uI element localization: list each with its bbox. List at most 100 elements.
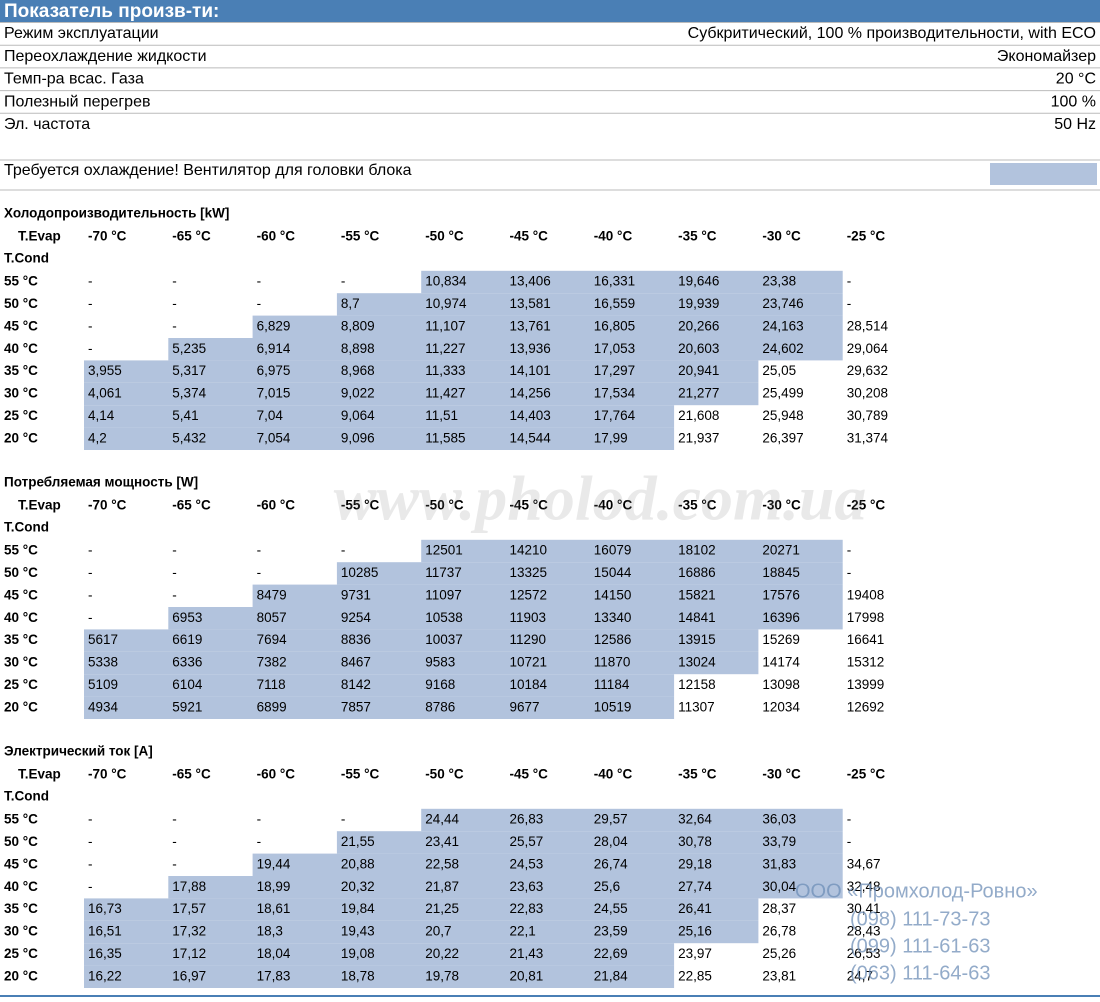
shaded-cells: [84, 382, 759, 406]
cell: 9254: [341, 610, 372, 625]
param-value: 20 °C: [1056, 71, 1096, 88]
cell: 13024: [678, 655, 716, 670]
cell: -: [88, 834, 93, 849]
cell: -: [847, 274, 852, 289]
cell: 10184: [510, 677, 548, 692]
watermark-company: ООО «Промхолод-Ровно»: [795, 880, 1038, 902]
cell: -: [341, 543, 346, 558]
cell: 7,04: [257, 408, 284, 423]
row-header: 30 °C: [4, 655, 38, 670]
cell: 13,581: [510, 296, 551, 311]
cell: 16,805: [594, 318, 635, 333]
shaded-cells: [84, 427, 675, 450]
cell: -: [847, 812, 852, 827]
cell: 8,809: [341, 318, 375, 333]
cell: 16,22: [88, 968, 122, 983]
cell: 5109: [88, 677, 118, 692]
evap-label: T.Evap: [18, 767, 61, 782]
row-header: 35 °C: [4, 632, 38, 647]
shaded-cells: [84, 360, 759, 383]
cell: 18,78: [341, 968, 375, 983]
column-header: -65 °C: [172, 498, 211, 513]
cell: 24,7: [847, 968, 873, 983]
cell: 25,57: [510, 834, 544, 849]
cell: 26,74: [594, 856, 628, 871]
row-header: 45 °C: [4, 318, 38, 333]
cell: -: [88, 587, 93, 602]
cell: 34,67: [847, 856, 881, 871]
cond-label: T.Cond: [4, 789, 49, 804]
table-title: Холодопроизводительность [kW]: [4, 206, 229, 221]
cell: 20,603: [678, 341, 719, 356]
column-header: -45 °C: [510, 498, 549, 513]
cell: 11184: [594, 677, 630, 692]
column-header: -60 °C: [257, 767, 296, 782]
cell: -: [172, 565, 177, 580]
cell: 25,6: [594, 879, 620, 894]
column-header: -60 °C: [257, 229, 296, 244]
cell: 25,16: [678, 924, 712, 939]
cell: -: [172, 812, 177, 827]
cell: 22,1: [510, 924, 536, 939]
cell: 14210: [510, 543, 548, 558]
cell: -: [257, 296, 262, 311]
cell: -: [88, 274, 93, 289]
cell: 32,64: [678, 812, 712, 827]
cell: 11,585: [425, 430, 465, 445]
row-header: 50 °C: [4, 565, 38, 580]
cell: 21,277: [678, 386, 719, 401]
cell: 24,55: [594, 901, 628, 916]
shaded-cells: [84, 965, 675, 988]
shaded-cells: [84, 405, 675, 428]
column-header: -55 °C: [341, 767, 380, 782]
column-header: -35 °C: [678, 229, 717, 244]
cell: 26,78: [762, 924, 796, 939]
column-header: -45 °C: [510, 229, 549, 244]
cell: 13325: [510, 565, 548, 580]
cell: -: [88, 879, 93, 894]
shaded-cells: [336, 293, 843, 316]
cell: 28,514: [847, 318, 889, 333]
note-box: [990, 163, 1097, 185]
column-header: -60 °C: [257, 498, 296, 513]
cell: 14,403: [510, 408, 551, 423]
row-header: 40 °C: [4, 341, 38, 356]
cell: 32,48: [847, 879, 881, 894]
cell: 10037: [425, 632, 463, 647]
shaded-cells: [84, 674, 675, 697]
cell: 18845: [762, 565, 800, 580]
cell: -: [172, 318, 177, 333]
cell: 9,022: [341, 386, 375, 401]
cell: 17,57: [172, 901, 206, 916]
column-header: -35 °C: [678, 767, 717, 782]
cell: 19408: [847, 587, 885, 602]
row-header: 45 °C: [4, 856, 38, 871]
cell: 16,73: [88, 901, 122, 916]
watermark-phone: (063) 111-64-63: [850, 962, 990, 984]
column-header: -50 °C: [425, 229, 464, 244]
cell: 36,03: [762, 812, 796, 827]
cell: 6,975: [257, 363, 291, 378]
cell: 11903: [510, 610, 547, 625]
cell: 10,834: [425, 274, 467, 289]
cell: 17,99: [594, 430, 628, 445]
cell: 13,761: [510, 318, 551, 333]
shaded-cells: [168, 876, 843, 899]
cell: 17,534: [594, 386, 636, 401]
column-header: -45 °C: [510, 767, 549, 782]
cell: 10285: [341, 565, 379, 580]
cell: 9,064: [341, 408, 375, 423]
cell: 4,061: [88, 386, 122, 401]
cell: -: [88, 565, 93, 580]
row-header: 35 °C: [4, 901, 38, 916]
cell: 13340: [594, 610, 632, 625]
cell: -: [88, 341, 93, 356]
cell: 26,53: [847, 946, 881, 961]
cell: 24,163: [762, 318, 803, 333]
shaded-cells: [252, 584, 843, 607]
cell: 8479: [257, 587, 287, 602]
row-header: 30 °C: [4, 386, 38, 401]
evap-label: T.Evap: [18, 498, 61, 513]
cell: -: [172, 856, 177, 871]
cell: -: [88, 812, 93, 827]
